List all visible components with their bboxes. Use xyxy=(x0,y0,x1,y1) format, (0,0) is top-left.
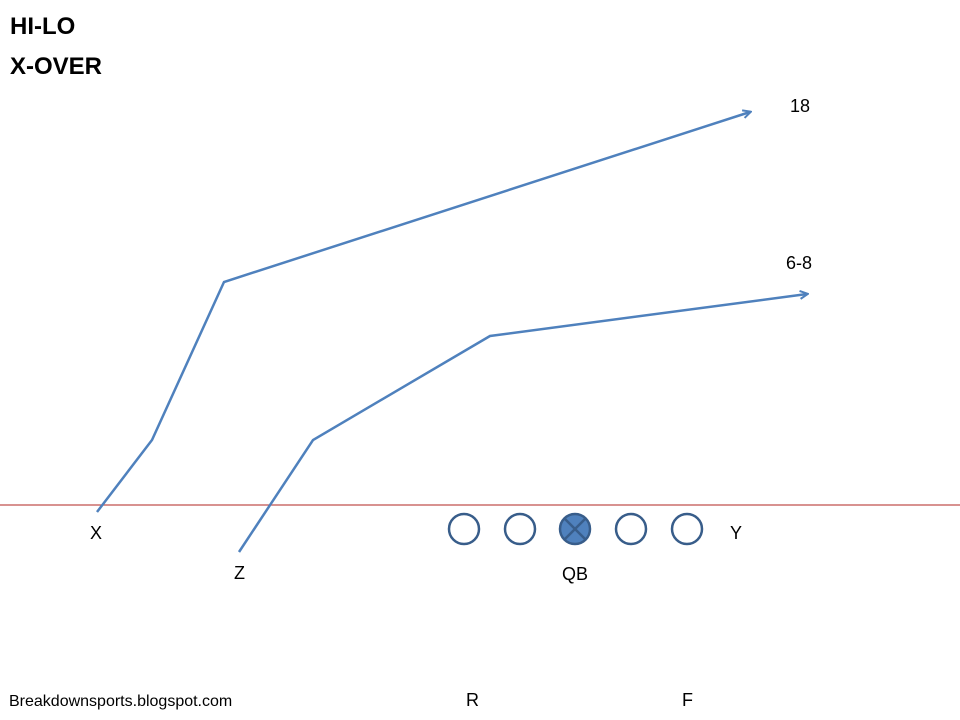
player-r-label: R xyxy=(466,690,479,710)
z-route xyxy=(237,294,807,553)
center-marker xyxy=(558,512,592,546)
z-route-depth-label: 6-8 xyxy=(786,253,813,273)
lineman-left-tackle xyxy=(447,512,481,546)
play-title-line-2: X-OVER xyxy=(10,53,103,80)
footer-credit: Breakdownsports.blogspot.com xyxy=(9,693,233,710)
player-x-label: X xyxy=(90,523,103,543)
player-f-label: F xyxy=(682,690,693,710)
player-y-label: Y xyxy=(730,523,743,543)
lineman-right-tackle xyxy=(670,512,704,546)
x-route xyxy=(96,112,750,513)
lineman-right-guard xyxy=(614,512,648,546)
play-title-line-1: HI-LO xyxy=(10,13,76,40)
lineman-left-guard xyxy=(503,512,537,546)
player-qb-label: QB xyxy=(562,564,589,584)
player-z-label: Z xyxy=(234,563,245,583)
x-route-depth-label: 18 xyxy=(790,96,811,116)
